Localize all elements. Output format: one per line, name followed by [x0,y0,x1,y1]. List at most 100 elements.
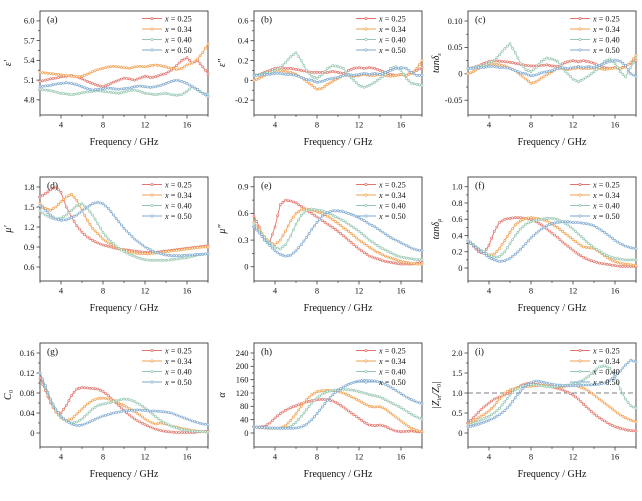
series-marker [407,72,411,76]
x-tick-label: 8 [315,286,319,296]
series-marker [326,66,329,70]
series-marker [479,66,483,69]
series-marker [294,212,298,215]
series-marker [524,68,528,71]
series-marker [80,91,84,94]
series-marker [524,217,528,220]
series-marker [291,251,295,255]
y-tick-label: 0 [458,263,462,273]
series-marker [299,414,303,418]
legend-marker [364,16,368,21]
series-marker [119,91,123,94]
series-marker [127,409,131,412]
series-marker [62,81,65,85]
series-marker [119,65,123,69]
series-marker [138,420,142,424]
series-marker [566,244,570,248]
series-marker [193,420,197,424]
series-marker [391,237,395,241]
legend-label: x = 0.40 [592,35,620,44]
series-marker [336,221,340,225]
series-marker [362,391,366,395]
series-marker [613,409,617,413]
series-marker [592,70,596,74]
series-marker [603,419,606,423]
series-marker [323,402,327,406]
series-marker [159,92,163,96]
series-marker [336,209,340,213]
series-marker [177,79,181,83]
series-marker [500,259,504,263]
series-marker [122,90,126,94]
series-marker [469,418,472,422]
series-marker [365,236,369,240]
y-tick-label: 0.04 [20,408,36,418]
series-marker [289,234,293,238]
series-marker [291,53,295,56]
series-marker [412,257,416,261]
series-marker [41,88,44,92]
series-marker [159,252,163,256]
series-marker [352,78,356,82]
series-marker [88,237,92,241]
series-marker [613,61,617,65]
series-marker [196,430,199,433]
series-marker [613,256,617,260]
series-marker [143,245,147,249]
series-marker [375,67,379,71]
series-marker [511,391,514,394]
series-marker [626,70,630,74]
series-marker [112,80,115,84]
series-marker [574,221,578,224]
series-marker [255,425,258,429]
series-marker [140,252,144,256]
series-marker [394,261,398,265]
series-marker [360,217,364,221]
legend-label: x = 0.40 [378,35,406,44]
legend-marker [578,182,582,187]
series-marker [67,194,71,198]
series-marker [412,414,416,418]
series-marker [54,185,58,189]
series-marker [281,410,285,414]
series-marker [281,245,285,249]
series-marker [516,387,520,390]
series-marker [117,401,121,405]
series-marker [67,92,71,96]
series-marker [305,235,308,239]
series-marker [167,70,171,74]
series-marker [576,384,580,387]
series-marker [561,388,564,392]
series-marker [91,70,94,73]
series-marker [135,408,139,412]
series-marker [362,242,366,246]
y-tick-label: 0.3 [238,235,249,245]
series-marker [143,65,147,69]
series-marker [354,228,358,231]
series-marker [370,247,374,251]
series-marker [566,72,570,76]
series-marker [508,42,512,46]
y-tick-label: 1.2 [24,222,35,232]
series-marker [180,248,184,252]
series-marker [354,389,358,393]
series-marker [172,257,176,261]
series-marker [500,66,504,69]
series-marker [404,423,408,427]
series-marker [182,416,186,420]
series-marker [307,395,311,399]
series-marker [547,64,551,67]
series-marker [529,74,533,78]
series-marker [135,84,139,88]
series-marker [284,426,287,430]
series-marker [417,248,421,252]
series-marker [307,78,311,82]
series-marker [91,399,94,402]
series-marker [582,245,585,249]
series-marker [410,246,413,250]
series-marker [315,412,319,416]
series-marker [492,258,496,262]
series-marker [117,410,121,414]
series-marker [608,405,612,409]
